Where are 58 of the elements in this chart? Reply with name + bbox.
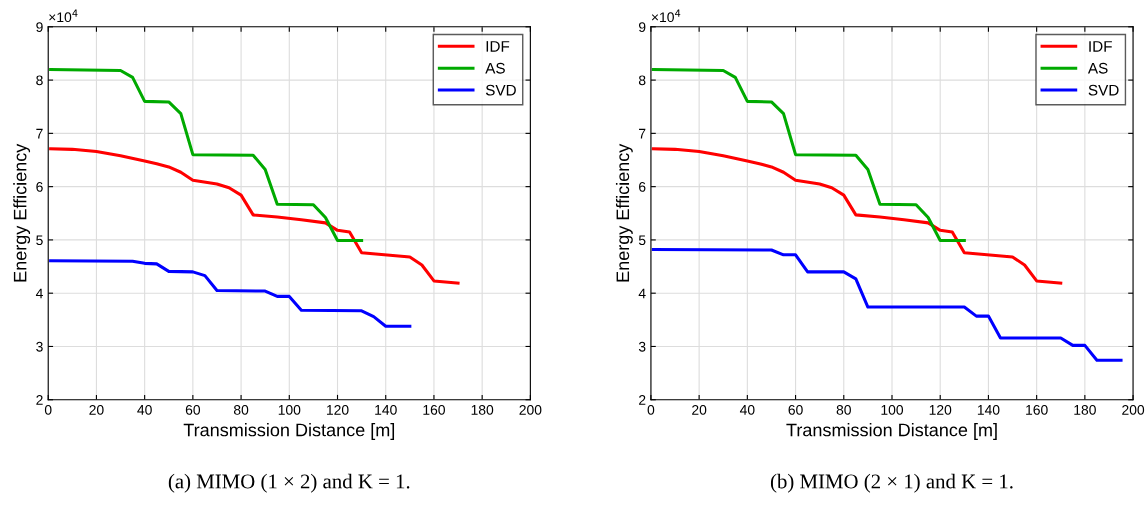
x-tick-label: 200 (1122, 404, 1145, 415)
y-tick-label: 5 (638, 235, 646, 246)
x-axis-title: Transmission Distance [m] (786, 423, 997, 440)
y-tick-label: 2 (36, 395, 43, 405)
x-tick-label: 180 (471, 404, 494, 415)
y-tick-label: 8 (638, 75, 646, 86)
y-tick-label: 6 (36, 181, 43, 192)
line-series (651, 247, 1123, 362)
x-tick-label: 200 (519, 404, 542, 415)
y-tick-label: 2 (639, 395, 646, 405)
legend-label: SVD (1088, 84, 1119, 96)
line-series (49, 67, 364, 242)
x-tick-label: 160 (423, 404, 445, 415)
x-tick-label: 60 (185, 404, 201, 415)
x-tick-label: 180 (1074, 404, 1096, 415)
y-axis-title: Energy Efficiency (615, 143, 633, 282)
y-tick-label: 6 (639, 181, 646, 192)
legend-label: SVD (485, 84, 516, 96)
y-tick-label: 4 (638, 288, 646, 299)
y-tick-label: 5 (36, 235, 43, 246)
legend-label: IDF (486, 41, 510, 52)
text: ×10$^{4}$ (651, 9, 681, 23)
y-tick-label: 7 (639, 128, 646, 139)
y-tick-label: 4 (35, 288, 43, 299)
line-series (49, 147, 460, 285)
text: (b) MIMO (2 × 1) and K = 1. (770, 473, 1013, 493)
x-axis-title: Transmission Distance [m] (183, 423, 395, 440)
x-tick-label: 40 (137, 404, 152, 415)
x-tick-label: 0 (44, 404, 52, 415)
x-tick-label: 80 (836, 404, 851, 415)
legend-label: AS (485, 62, 505, 74)
x-tick-label: 20 (89, 404, 104, 415)
legend-label: AS (1087, 62, 1108, 74)
x-tick-label: 80 (233, 404, 249, 415)
y-tick-label: 3 (638, 341, 646, 352)
x-tick-label: 140 (375, 404, 397, 415)
x-tick-label: 0 (647, 404, 655, 415)
y-tick-label: 8 (36, 75, 43, 86)
x-tick-label: 120 (929, 404, 952, 415)
y-tick-label: 7 (36, 128, 43, 139)
text: ×10$^{4}$ (49, 9, 78, 23)
x-tick-label: 120 (326, 404, 349, 415)
x-tick-label: 100 (881, 404, 904, 415)
x-tick-label: 140 (977, 404, 1000, 415)
x-tick-label: 20 (692, 404, 707, 415)
y-axis-title: Energy Efficiency (13, 143, 31, 282)
line-series (49, 259, 412, 328)
line-series (651, 67, 966, 242)
y-tick-label: 9 (638, 22, 646, 32)
text: (a) MIMO (1 × 2) and K = 1. (168, 473, 410, 493)
line-series (651, 147, 1063, 285)
legend-label: IDF (1089, 41, 1112, 52)
y-tick-label: 3 (36, 341, 43, 352)
x-tick-label: 160 (1026, 404, 1048, 415)
x-tick-label: 40 (739, 404, 755, 415)
y-tick-label: 9 (36, 22, 43, 32)
x-tick-label: 100 (278, 404, 301, 415)
x-tick-label: 60 (788, 404, 803, 415)
